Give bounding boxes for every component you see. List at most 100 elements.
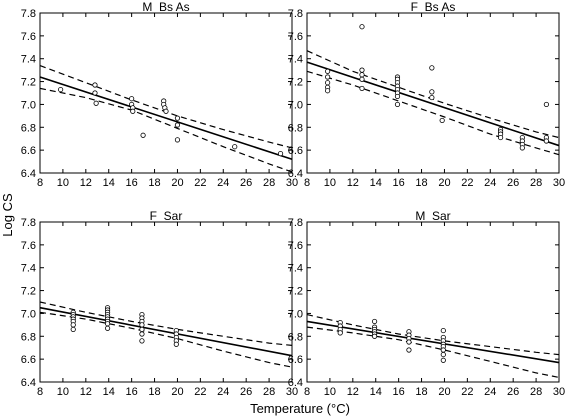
x-tick-label: 30 (553, 177, 565, 189)
ci-lower-line (306, 326, 560, 378)
chart-panel-1: 8 10 12 14 16 18 20 22 24 26 28 30 6.4 6.6 6.8 7.0 7.2 7.… (21, 0, 298, 189)
data-point (543, 101, 550, 108)
data-point (394, 101, 401, 108)
data-point (337, 330, 343, 336)
x-tick-label: 20 (438, 386, 450, 398)
x-tick-label: 16 (393, 386, 405, 398)
x-tick-label: 18 (148, 386, 160, 398)
regression-line (306, 61, 560, 147)
y-axis-title: Log CS (0, 193, 15, 237)
data-point (429, 65, 435, 71)
data-point (371, 333, 378, 339)
x-tick-label: 18 (415, 386, 427, 398)
y-tick-label: 7.0 (21, 99, 36, 111)
data-point (325, 88, 331, 94)
y-tick-label: 7.6 (21, 31, 36, 43)
panel-title: F_Bs As (411, 0, 456, 14)
y-tick-label: 6.6 (21, 354, 36, 366)
y-tick-label: 6.6 (288, 145, 303, 157)
y-tick-label: 7.8 (288, 8, 303, 20)
x-tick-label: 26 (507, 177, 519, 189)
data-point (139, 326, 145, 333)
x-tick-label: 28 (263, 386, 275, 398)
x-tick-label: 14 (370, 386, 382, 398)
x-tick-label: 28 (530, 177, 542, 189)
y-tick-label: 7.8 (21, 217, 36, 229)
data-point (394, 93, 401, 100)
x-tick-label: 22 (194, 386, 206, 398)
x-tick-label: 14 (370, 177, 382, 189)
data-point (359, 76, 365, 82)
data-point (92, 90, 98, 96)
y-tick-label: 6.4 (21, 377, 36, 389)
x-tick-label: 14 (103, 386, 115, 398)
y-tick-label: 7.0 (288, 308, 303, 320)
data-point (429, 94, 435, 101)
data-point (104, 321, 111, 327)
data-point (93, 100, 99, 106)
data-point (325, 74, 331, 80)
x-tick-label: 16 (126, 177, 138, 189)
x-tick-label: 8 (304, 386, 310, 398)
plot-frame (39, 221, 293, 383)
data-point (70, 326, 76, 333)
data-point (406, 347, 412, 353)
y-tick-label: 6.6 (21, 145, 36, 157)
x-tick-label: 10 (324, 386, 336, 398)
ci-upper-line (306, 50, 560, 139)
y-tick-label: 6.6 (288, 354, 303, 366)
y-tick-label: 7.8 (288, 217, 303, 229)
regression-line (39, 306, 293, 357)
y-tick-label: 7.0 (288, 99, 303, 111)
y-tick-label: 7.6 (288, 240, 303, 252)
chart-panel-2: 8 10 12 14 16 18 20 22 24 26 28 306.46.66.87.07.27.… (288, 0, 565, 189)
data-point (139, 322, 145, 328)
y-tick-label: 6.8 (21, 331, 36, 343)
panel-title: F_Sar (150, 209, 183, 223)
data-point (543, 138, 550, 144)
data-point (359, 24, 365, 30)
data-point (174, 137, 181, 143)
data-point (140, 132, 146, 138)
data-point (58, 86, 64, 93)
y-tick-label: 7.4 (288, 54, 303, 66)
x-tick-label: 24 (484, 386, 496, 398)
x-tick-label: 24 (484, 177, 496, 189)
panel-title: M_Bs As (142, 0, 189, 14)
x-tick-label: 22 (461, 386, 473, 398)
data-point (440, 357, 446, 363)
y-tick-label: 7.2 (21, 77, 36, 89)
data-point (359, 72, 365, 78)
data-point (519, 145, 525, 151)
x-tick-label: 10 (57, 386, 69, 398)
ci-upper-line (306, 314, 560, 356)
x-tick-label: 8 (304, 177, 310, 189)
y-tick-label: 6.4 (288, 168, 303, 180)
data-point (440, 351, 446, 358)
y-tick-label: 7.0 (21, 308, 36, 320)
data-point (130, 108, 136, 114)
x-tick-label: 24 (217, 177, 229, 189)
ci-lower-line (39, 87, 293, 173)
x-tick-label: 20 (171, 177, 183, 189)
x-tick-label: 12 (347, 177, 359, 189)
ci-upper-line (39, 301, 293, 346)
data-point (440, 347, 446, 353)
x-tick-label: 30 (553, 386, 565, 398)
data-point (92, 82, 98, 88)
y-tick-label: 6.4 (288, 377, 303, 389)
x-tick-label: 30 (286, 386, 298, 398)
x-tick-label: 28 (263, 177, 275, 189)
data-point (325, 80, 331, 86)
data-point (174, 122, 181, 128)
y-tick-label: 7.2 (21, 286, 36, 298)
data-point (325, 68, 331, 74)
x-tick-label: 18 (148, 177, 160, 189)
x-tick-label: 24 (217, 386, 229, 398)
chart-panel-4: 8 10 12 14 16 18 20 22 24 26 28 306.46.66.87.07.27.… (288, 209, 565, 398)
data-point (70, 322, 76, 328)
x-tick-label: 26 (507, 386, 519, 398)
data-point (371, 318, 378, 325)
data-point (173, 341, 179, 347)
